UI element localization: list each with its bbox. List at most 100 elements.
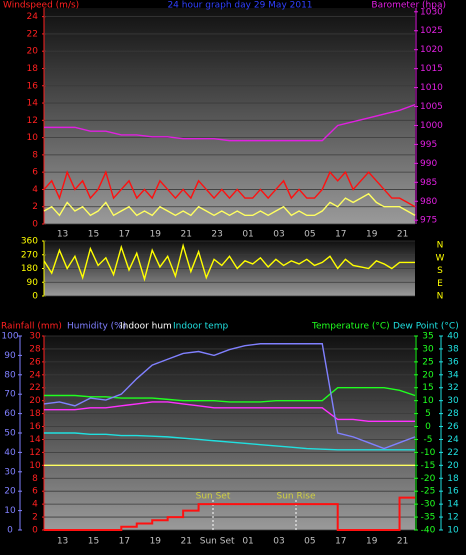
y-tick-label: 1025 — [420, 26, 443, 36]
y-tick-label: -25 — [421, 487, 436, 497]
y-tick-label: 1030 — [420, 7, 443, 17]
y-tick-label: 20 — [29, 396, 41, 406]
y-tick-label: 0 — [32, 526, 38, 536]
y-tick-label: 24 — [27, 12, 39, 22]
y-tick-label: -20 — [421, 474, 436, 484]
plot-background — [44, 8, 415, 224]
axis-title: Rainfall (mm) — [1, 322, 62, 332]
x-tick-label: 17 — [335, 230, 346, 240]
series-line — [44, 387, 416, 403]
x-tick-label: 19 — [150, 537, 162, 547]
x-tick-label: 21 — [180, 537, 191, 547]
y-tick-label: 30 — [4, 467, 16, 477]
compass-label: W — [436, 253, 445, 263]
y-tick-label: 975 — [420, 216, 437, 226]
y-tick-label: 5 — [425, 409, 431, 419]
annotation: Sun Rise — [277, 492, 316, 502]
axis-title: Temperature (°C) — [311, 322, 390, 332]
x-tick-label: 03 — [273, 230, 284, 240]
series-line — [43, 343, 416, 450]
y-tick-label: 1010 — [420, 83, 443, 93]
y-tick-label: 18 — [27, 64, 39, 74]
y-tick-label: -15 — [421, 461, 436, 471]
y-tick-label: 20 — [422, 370, 434, 380]
y-tick-label: 990 — [420, 159, 437, 169]
y-tick-label: 35 — [422, 332, 433, 342]
series-line — [44, 103, 416, 142]
x-tick-label: 21 — [180, 230, 191, 240]
y-tick-label: 12 — [27, 116, 38, 126]
series-line — [44, 432, 415, 451]
y-tick-label: 90 — [4, 351, 16, 361]
y-tick-label: 2 — [32, 202, 38, 212]
y-tick-label: -10 — [421, 448, 436, 458]
y-tick-label: 30 — [422, 344, 434, 354]
y-tick-label: 985 — [420, 178, 437, 188]
y-tick-label: 50 — [4, 429, 16, 439]
series-line — [44, 496, 415, 531]
y-tick-label: 36 — [447, 357, 459, 367]
x-tick-label: 21 — [397, 537, 408, 547]
y-tick-label: 28 — [29, 344, 41, 354]
y-tick-label: 1005 — [420, 102, 443, 112]
y-tick-label: 980 — [420, 197, 437, 207]
series-line — [43, 170, 416, 208]
y-tick-label: 10 — [27, 133, 39, 143]
annotation: Sun Set — [196, 492, 231, 502]
x-tick-label: 15 — [88, 537, 99, 547]
y-tick-label: 16 — [447, 487, 459, 497]
y-tick-label: 1015 — [420, 64, 443, 74]
series-line — [43, 192, 416, 217]
y-tick-label: 24 — [447, 435, 459, 445]
x-tick-label: 21 — [397, 230, 408, 240]
y-tick-label: 4 — [32, 500, 38, 510]
y-tick-label: 70 — [4, 390, 16, 400]
y-tick-label: 15 — [422, 383, 433, 393]
x-tick-label: Sun Set — [200, 537, 235, 547]
y-tick-label: 16 — [29, 422, 41, 432]
axis-title: Windspeed (m/s) — [3, 1, 79, 11]
y-tick-label: 12 — [447, 513, 458, 523]
x-tick-label: 05 — [304, 230, 315, 240]
y-tick-label: 1000 — [420, 121, 443, 131]
y-tick-label: 0 — [7, 526, 13, 536]
y-tick-label: 26 — [447, 422, 459, 432]
y-tick-label: 30 — [29, 332, 41, 342]
x-tick-label: 13 — [57, 537, 68, 547]
compass-label: E — [437, 279, 443, 289]
x-tick-label: 23 — [211, 230, 222, 240]
y-tick-label: 4 — [32, 185, 38, 195]
y-tick-label: 22 — [29, 383, 40, 393]
y-tick-label: 0 — [425, 422, 431, 432]
x-tick-label: 17 — [119, 537, 130, 547]
y-tick-label: 6 — [32, 168, 38, 178]
y-tick-label: 18 — [29, 409, 41, 419]
y-tick-label: 20 — [27, 47, 39, 57]
y-tick-label: 100 — [1, 332, 18, 342]
y-tick-label: 34 — [447, 370, 459, 380]
x-tick-label: 13 — [57, 230, 68, 240]
x-tick-label: 05 — [304, 537, 315, 547]
y-tick-label: 40 — [4, 448, 16, 458]
y-tick-label: 28 — [447, 409, 459, 419]
y-tick-label: 22 — [447, 448, 458, 458]
y-tick-label: -30 — [421, 500, 436, 510]
compass-label: N — [437, 292, 444, 302]
y-tick-label: 1020 — [420, 45, 443, 55]
x-tick-label: 01 — [242, 537, 253, 547]
y-tick-label: 360 — [21, 237, 38, 247]
y-tick-label: -35 — [421, 513, 436, 523]
y-tick-label: 0 — [32, 220, 38, 230]
x-tick-label: 17 — [335, 537, 346, 547]
axis-title: Barometer (hpa) — [371, 1, 446, 11]
y-tick-label: 25 — [422, 357, 433, 367]
y-tick-label: 30 — [447, 396, 459, 406]
y-tick-label: 60 — [4, 409, 16, 419]
y-tick-label: 270 — [21, 250, 38, 260]
y-tick-label: 90 — [27, 278, 39, 288]
x-tick-label: 01 — [242, 230, 253, 240]
y-tick-label: 180 — [21, 264, 38, 274]
series-line — [44, 401, 415, 423]
series-line — [43, 242, 415, 282]
y-tick-label: 80 — [4, 370, 16, 380]
